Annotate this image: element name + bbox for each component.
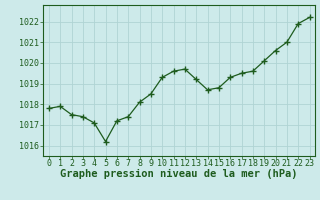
X-axis label: Graphe pression niveau de la mer (hPa): Graphe pression niveau de la mer (hPa) [60,169,298,179]
